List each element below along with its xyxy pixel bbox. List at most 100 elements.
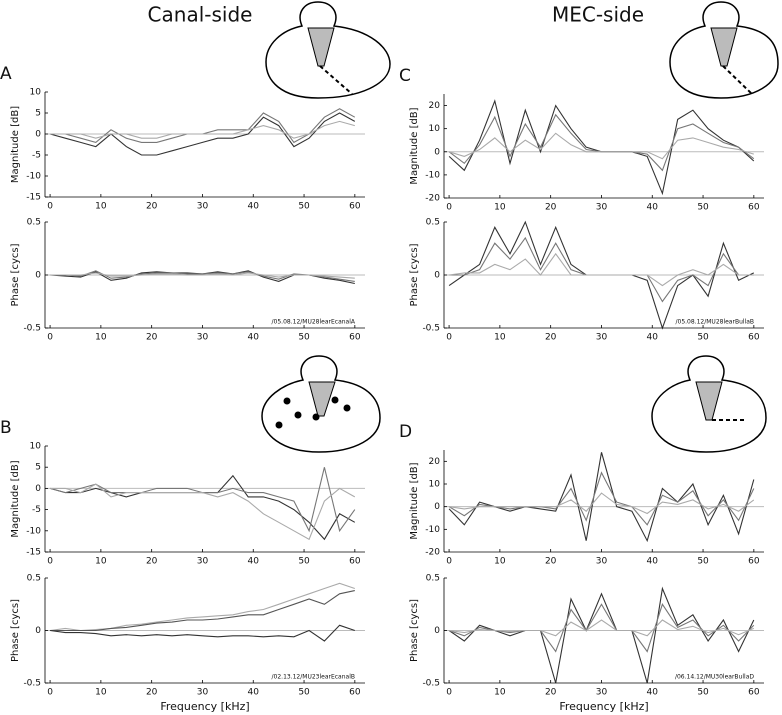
- file-annotation: /02.13.12/MU23learEcanalB: [272, 674, 356, 681]
- x-tick-label: 10: [494, 333, 506, 343]
- x-tick-label: 10: [95, 202, 107, 212]
- y-axis-label: Phase [cycs]: [409, 599, 420, 662]
- x-tick-label: 50: [697, 688, 709, 698]
- x-tick-label: 20: [146, 202, 158, 212]
- x-tick-label: 50: [298, 688, 310, 698]
- x-tick-label: 60: [349, 202, 361, 212]
- data-line: [49, 467, 356, 533]
- data-line: [448, 603, 755, 653]
- y-axis-label: Magnitude [dB]: [409, 462, 420, 539]
- y-tick-label: 0.5: [27, 574, 41, 584]
- data-line: [448, 99, 755, 196]
- y-tick-label: -15: [26, 193, 41, 203]
- x-tick-label: 10: [494, 557, 506, 567]
- data-line: [448, 452, 755, 543]
- data-line: [50, 483, 356, 541]
- data-line: [449, 236, 754, 303]
- x-tick-label: 60: [349, 333, 361, 343]
- x-tick-label: 40: [248, 688, 260, 698]
- x-tick-label: 20: [545, 557, 557, 567]
- data-line: [50, 624, 355, 642]
- x-tick-label: 20: [545, 203, 557, 213]
- x-tick-label: 50: [298, 557, 310, 567]
- file-annotation: /05.08.12/MU28learBullaB: [675, 319, 754, 326]
- data-line: [49, 112, 356, 156]
- x-axis-label: Frequency [kHz]: [559, 700, 648, 713]
- y-tick-label: 0: [434, 502, 440, 512]
- x-tick-label: 40: [248, 333, 260, 343]
- x-tick-label: 0: [47, 333, 53, 343]
- data-line: [50, 272, 355, 279]
- x-tick-label: 20: [545, 688, 557, 698]
- y-tick-label: 0: [434, 626, 440, 636]
- data-line: [449, 252, 754, 287]
- x-tick-label: 10: [95, 333, 107, 343]
- y-tick-label: 20: [429, 457, 441, 467]
- x-tick-label: 20: [545, 333, 557, 343]
- x-tick-label: 60: [748, 688, 760, 698]
- y-axis-label: Phase [cycs]: [10, 243, 21, 306]
- x-tick-label: 20: [146, 557, 158, 567]
- x-tick-label: 50: [697, 333, 709, 343]
- y-axis-label: Magnitude [dB]: [409, 107, 420, 184]
- y-tick-label: 0: [35, 271, 41, 281]
- x-tick-label: 10: [95, 557, 107, 567]
- data-line: [449, 492, 755, 515]
- y-tick-label: -0.5: [23, 679, 41, 689]
- x-tick-label: 40: [248, 202, 260, 212]
- file-annotation: /05.08.12/MU28learEcanalA: [272, 319, 356, 326]
- y-tick-label: -10: [26, 172, 41, 182]
- x-tick-label: 40: [647, 333, 659, 343]
- x-tick-label: 0: [446, 688, 452, 698]
- x-tick-label: 50: [697, 203, 709, 213]
- x-tick-label: 10: [494, 688, 506, 698]
- y-tick-label: 0: [35, 130, 41, 140]
- y-tick-label: 0.5: [426, 218, 440, 228]
- data-line: [50, 582, 355, 632]
- y-tick-label: 10: [429, 124, 441, 134]
- y-tick-label: 0: [434, 147, 440, 157]
- ear-diagram: [651, 355, 767, 453]
- x-tick-label: 60: [748, 557, 760, 567]
- y-tick-label: -0.5: [422, 679, 440, 689]
- x-tick-label: 50: [697, 557, 709, 567]
- x-tick-label: 10: [95, 688, 107, 698]
- y-tick-label: 0: [35, 626, 41, 636]
- x-tick-label: 60: [748, 333, 760, 343]
- y-tick-label: 0: [434, 271, 440, 281]
- x-axis-label: Frequency [kHz]: [160, 700, 249, 713]
- y-tick-label: 5: [35, 109, 41, 119]
- x-tick-label: 60: [349, 557, 361, 567]
- panel-label: C: [399, 66, 411, 86]
- panel-label: B: [0, 418, 12, 438]
- x-tick-label: 60: [748, 203, 760, 213]
- y-tick-label: -15: [26, 548, 41, 558]
- y-tick-label: -10: [26, 526, 41, 536]
- x-tick-label: 30: [197, 202, 209, 212]
- x-tick-label: 30: [596, 557, 608, 567]
- data-line: [50, 120, 355, 139]
- data-line: [449, 619, 755, 637]
- x-tick-label: 0: [47, 557, 53, 567]
- y-tick-label: -5: [32, 505, 41, 515]
- ear-diagram: [265, 1, 391, 99]
- y-tick-label: 10: [30, 442, 42, 452]
- y-tick-label: 0: [35, 484, 41, 494]
- y-axis-label: Phase [cycs]: [409, 243, 420, 306]
- x-tick-label: 0: [47, 202, 53, 212]
- y-tick-label: 10: [429, 480, 441, 490]
- x-tick-label: 40: [647, 688, 659, 698]
- x-tick-label: 10: [494, 203, 506, 213]
- y-tick-label: 10: [30, 88, 42, 98]
- x-tick-label: 0: [446, 203, 452, 213]
- y-tick-label: -0.5: [422, 324, 440, 334]
- x-tick-label: 40: [647, 203, 659, 213]
- x-tick-label: 30: [197, 688, 209, 698]
- panel-label: A: [0, 64, 12, 84]
- x-tick-label: 0: [446, 557, 452, 567]
- x-tick-label: 20: [146, 333, 158, 343]
- ear-diagram: [261, 355, 381, 453]
- data-line: [448, 471, 755, 526]
